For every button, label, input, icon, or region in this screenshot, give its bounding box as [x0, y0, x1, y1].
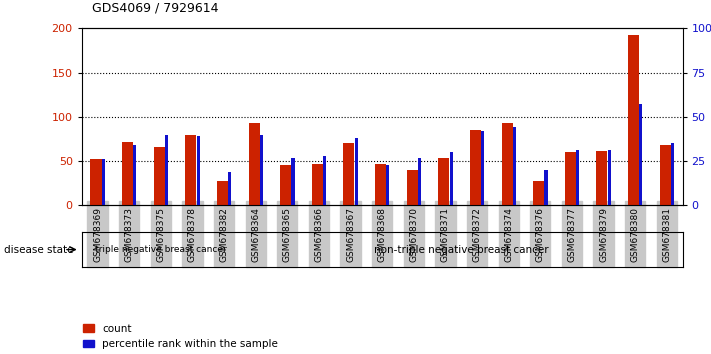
Bar — [533, 181, 544, 205]
Bar — [186, 135, 196, 205]
Bar — [260, 135, 263, 205]
Bar — [628, 35, 639, 205]
Bar — [90, 159, 102, 205]
Text: non-triple negative breast cancer: non-triple negative breast cancer — [374, 245, 548, 255]
Bar — [375, 164, 386, 205]
Bar — [323, 156, 326, 205]
Bar — [513, 127, 516, 205]
Bar — [312, 164, 323, 205]
Bar — [418, 158, 421, 205]
Bar — [438, 159, 449, 205]
Bar — [249, 123, 260, 205]
Bar — [292, 158, 294, 205]
Bar — [597, 152, 607, 205]
Bar — [565, 152, 576, 205]
Bar — [217, 181, 228, 205]
Bar — [671, 143, 674, 205]
Bar — [501, 123, 513, 205]
Bar — [280, 166, 292, 205]
Bar — [228, 172, 231, 205]
Bar — [343, 143, 355, 205]
Bar — [133, 145, 137, 205]
Bar — [122, 142, 133, 205]
Legend: count, percentile rank within the sample: count, percentile rank within the sample — [83, 324, 278, 349]
Bar — [154, 147, 165, 205]
Text: GDS4069 / 7929614: GDS4069 / 7929614 — [92, 2, 219, 15]
Bar — [576, 150, 579, 205]
Bar — [639, 104, 643, 205]
Text: disease state: disease state — [4, 245, 73, 255]
Bar — [407, 170, 418, 205]
Text: triple negative breast cancer: triple negative breast cancer — [95, 245, 227, 254]
Bar — [449, 152, 453, 205]
Bar — [470, 130, 481, 205]
Bar — [196, 136, 200, 205]
Bar — [102, 159, 105, 205]
Bar — [165, 135, 168, 205]
Bar — [545, 170, 547, 205]
Bar — [660, 145, 670, 205]
Bar — [608, 150, 611, 205]
Bar — [355, 138, 358, 205]
Bar — [386, 165, 390, 205]
Bar — [481, 131, 484, 205]
